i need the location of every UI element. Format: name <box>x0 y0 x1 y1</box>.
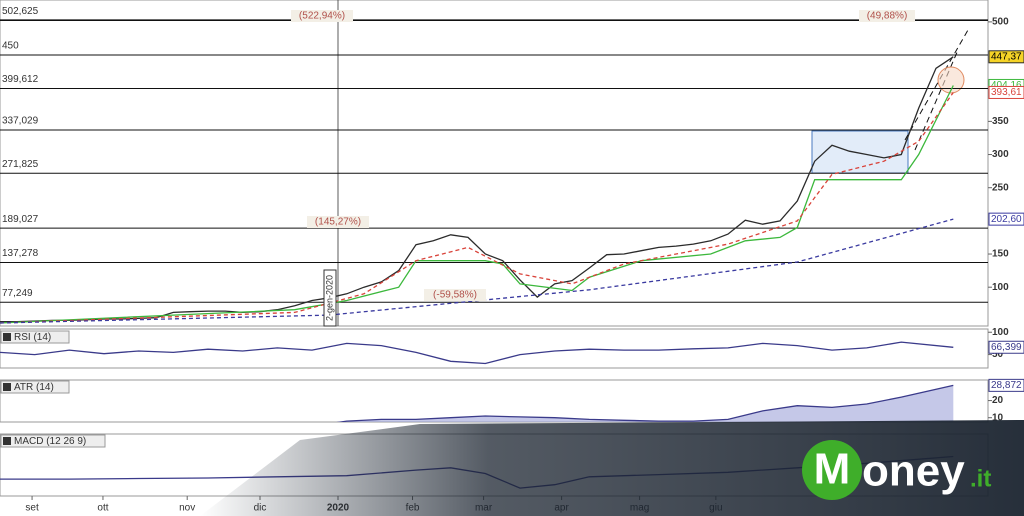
annotation: (49,88%) <box>867 11 908 22</box>
level-label: 137,278 <box>2 248 39 259</box>
annotation: (-59,58%) <box>433 290 477 301</box>
y-tick-label: 500 <box>992 17 1009 28</box>
panel-icon <box>3 437 11 445</box>
plot: 502,625 450 399,612 337,029 271,825 189,027 13… <box>0 6 1024 514</box>
level-label: 502,625 <box>2 6 39 17</box>
panel-icon <box>3 333 11 341</box>
value-badge-label: 66,399 <box>991 342 1022 353</box>
panel-title: RSI (14) <box>14 332 51 343</box>
panel-title: ATR (14) <box>14 382 54 393</box>
series-line <box>336 384 954 422</box>
series-line <box>0 56 954 323</box>
annotation-box <box>323 269 337 327</box>
value-badge-label: 202,60 <box>991 214 1022 225</box>
y-tick-label: 50 <box>992 349 1004 360</box>
annotation-box <box>859 10 915 22</box>
annotation-box <box>424 289 486 301</box>
logo-text: oney <box>862 447 965 496</box>
y-tick-label: 250 <box>992 182 1009 193</box>
value-badge <box>988 212 1024 226</box>
value-badge <box>988 340 1024 354</box>
level-label: 450 <box>2 41 19 52</box>
panel-atr <box>0 384 954 422</box>
level-label: 337,029 <box>2 116 39 127</box>
annotation: (522,94%) <box>299 11 345 22</box>
value-badge-label: 404,16 <box>991 80 1022 91</box>
level-label: 77,249 <box>2 288 33 299</box>
level-label: 399,612 <box>2 74 39 85</box>
annotation: 2-gen-2020 <box>324 275 334 321</box>
annotation-box <box>307 216 369 228</box>
x-tick-label: nov <box>179 503 195 514</box>
logo: M oney .it <box>802 440 991 500</box>
y-tick-label: 150 <box>992 249 1009 260</box>
y-tick-label: 20 <box>992 395 1004 406</box>
panel-rsi <box>0 341 954 365</box>
value-badge-label: 393,61 <box>991 87 1022 98</box>
panel-title-box <box>0 380 70 394</box>
logo-suffix: .it <box>970 465 991 492</box>
panel-title-box <box>0 434 106 448</box>
y-tick-label: 350 <box>992 116 1009 127</box>
panel-icon <box>3 383 11 391</box>
level-label: 189,027 <box>2 214 39 225</box>
series-line <box>0 218 954 324</box>
panel-title: MACD (12 26 9) <box>14 436 86 447</box>
x-tick-label: set <box>25 503 39 514</box>
y-tick-label: 100 <box>992 282 1009 293</box>
panel-price <box>0 19 988 324</box>
series-line <box>0 92 954 324</box>
value-badge-label: 28,872 <box>991 380 1022 391</box>
level-label: 271,825 <box>2 159 39 170</box>
y-tick-label: 100 <box>992 327 1009 338</box>
value-badge-label: 447,37 <box>991 51 1022 62</box>
area <box>0 385 954 422</box>
value-badge <box>988 50 1024 64</box>
series-line <box>0 341 954 365</box>
annotation-box <box>291 10 353 22</box>
y-tick-label: 10 <box>992 412 1004 423</box>
value-badge <box>988 85 1024 99</box>
annotation: (145,27%) <box>315 217 361 228</box>
y-tick-label: 300 <box>992 149 1009 160</box>
value-badge <box>988 378 1024 392</box>
x-tick-label: ott <box>97 503 108 514</box>
panel-title-box <box>0 330 70 344</box>
logo-m: M <box>814 445 851 494</box>
series-line <box>0 85 954 324</box>
box-annotation <box>811 29 969 174</box>
